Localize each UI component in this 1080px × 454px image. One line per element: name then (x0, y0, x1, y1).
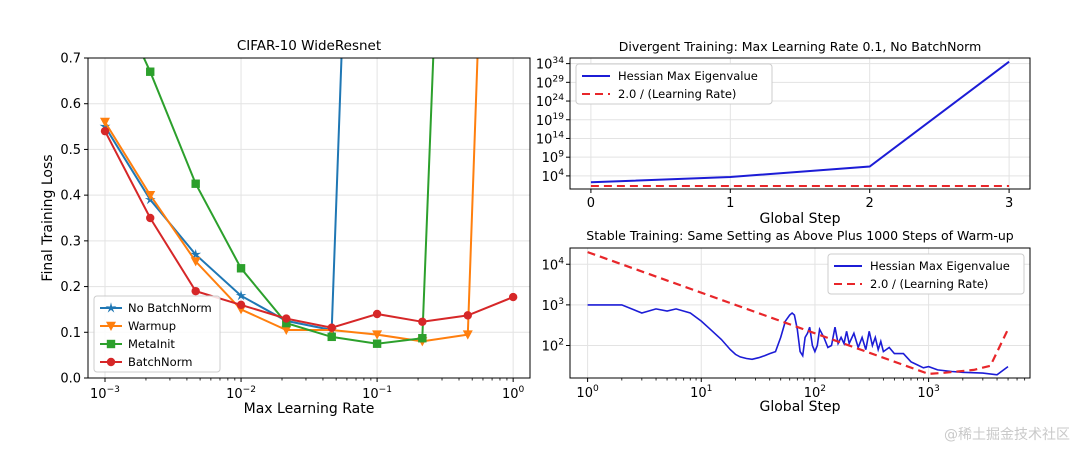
left-data-point (235, 290, 247, 301)
bottom-series-line (587, 251, 1009, 376)
top-ytick-label: 1024 (536, 93, 564, 110)
top-ytick-label: 1019 (536, 112, 564, 129)
left-legend-marker (106, 321, 116, 331)
bottom-xtick-label: 102 (804, 384, 826, 401)
left-ytick-label: 0.1 (60, 326, 81, 341)
top-legend-label: Hessian Max Eigenvalue (618, 69, 758, 83)
left-data-point (327, 332, 336, 342)
left-data-point (372, 309, 382, 319)
top-xtick-label: 3 (1005, 196, 1013, 211)
left-xtick-label: 100 (502, 385, 525, 402)
top-ytick-label: 1034 (536, 56, 564, 73)
left-data-point (146, 67, 155, 76)
left-frame (87, 57, 531, 379)
left-ylabel: Final Training Loss (40, 154, 56, 281)
left-xlabel: Max Learning Rate (244, 401, 375, 417)
bottom-series-line (587, 304, 1009, 376)
top-ytick-label: 104 (542, 168, 565, 185)
left-legend-marker (106, 339, 116, 349)
left-data-point (418, 334, 427, 343)
left-data-point (190, 257, 201, 267)
left-data-point (146, 213, 155, 223)
top-frame (569, 57, 1031, 190)
bottom-xtick-label: 101 (690, 384, 712, 401)
left-data-point (145, 190, 156, 201)
bottom-legend-label: Hessian Max Eigenvalue (870, 259, 1010, 273)
left-ytick-label: 0.7 (60, 52, 81, 67)
left-data-point (191, 179, 200, 188)
left-series-line (104, 130, 514, 329)
left-legend (93, 295, 221, 373)
left-data-point (508, 292, 518, 302)
top-legend-label: 2.0 / (Learning Rate) (618, 87, 736, 101)
top-ytick-label: 1014 (536, 131, 564, 148)
left-data-point (191, 286, 200, 296)
bottom-legend (827, 253, 1025, 295)
left-data-point (281, 325, 292, 335)
top-legend (575, 63, 773, 105)
left-plot-area (99, 58, 518, 348)
left-data-point (99, 117, 110, 127)
left-ytick-label: 0.2 (60, 280, 81, 295)
left-data-point (418, 317, 427, 326)
left-ytick-label: 0.4 (60, 189, 81, 204)
bottom-ytick-label: 102 (542, 338, 564, 355)
left-legend-label: No BatchNorm (128, 301, 212, 315)
left-legend-label: Warmup (128, 319, 176, 333)
left-data-point (463, 311, 472, 320)
bottom-frame (569, 247, 1031, 379)
watermark: @稀土掘金技术社区 (944, 427, 1070, 443)
left-data-point (372, 339, 382, 348)
left-ytick-label: 0.5 (60, 143, 81, 158)
top-xtick-label: 1 (726, 196, 734, 211)
left-data-point (236, 300, 246, 310)
top-xtick-label: 2 (866, 196, 874, 211)
left-data-point (372, 330, 383, 340)
bottom-title: Stable Training: Same Setting as Above P… (586, 228, 1014, 243)
left-data-point (282, 318, 291, 328)
left-legend-label: MetaInit (128, 337, 175, 351)
left-title: CIFAR-10 WideResnet (237, 38, 381, 54)
left-chart: 0.0 0.1 0.2 0.3 0.4 0.5 0.6 0.7 10−3 10−2 10−1 100 C… (40, 38, 531, 417)
top-ytick-label: 109 (542, 149, 565, 166)
top-series-line (590, 60, 1010, 184)
top-xlabel: Global Step (760, 211, 841, 227)
left-data-point (100, 126, 110, 136)
left-ytick-label: 0.6 (60, 97, 81, 112)
left-xtick-label: 10−1 (362, 385, 392, 402)
left-data-point (282, 314, 291, 323)
bottom-xtick-label: 100 (576, 384, 599, 401)
bottom-xtick-label: 103 (917, 384, 940, 401)
left-data-point (327, 323, 336, 332)
left-xtick-label: 10−2 (226, 385, 256, 402)
left-data-point (462, 330, 473, 340)
left-data-point (236, 264, 246, 273)
left-legend-label: BatchNorm (128, 355, 192, 369)
bottom-legend-label: 2.0 / (Learning Rate) (870, 277, 988, 291)
bottom-ytick-label: 104 (542, 256, 565, 273)
top-title: Divergent Training: Max Learning Rate 0.… (619, 39, 982, 54)
top-ytick-label: 1029 (536, 74, 564, 91)
left-series-line (104, 58, 343, 332)
top-xtick-label: 0 (587, 196, 595, 211)
left-legend-marker (105, 302, 117, 313)
bottom-plot-area (587, 251, 1009, 376)
left-legend-marker (106, 357, 116, 367)
bottom-right-chart: 102 103 104 100 101 102 103 Stable Training: Sa… (542, 228, 1031, 415)
bottom-ytick-label: 103 (542, 297, 565, 314)
left-ytick-label: 0.0 (60, 372, 81, 387)
left-ytick-label: 0.3 (60, 234, 81, 249)
left-xtick-label: 10−3 (90, 385, 120, 402)
bottom-xlabel: Global Step (760, 399, 841, 415)
left-data-point (190, 248, 202, 260)
